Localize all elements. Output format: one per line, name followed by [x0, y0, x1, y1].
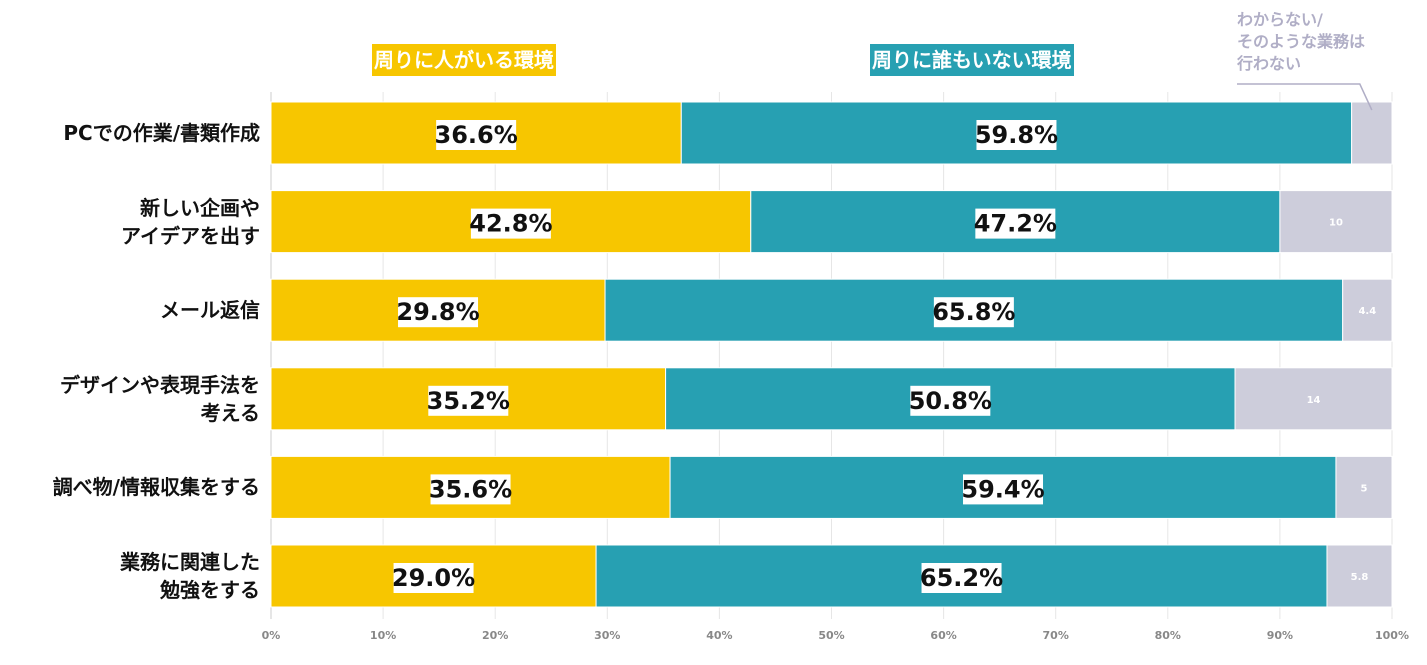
category-label-line: 調べ物/情報収集をする — [52, 475, 260, 500]
x-tick-label: 30% — [594, 629, 620, 642]
category-label: デザインや表現手法を考える — [60, 371, 260, 427]
bar-segment-unknown — [1342, 278, 1393, 342]
legend-unknown-line: 行わない — [1237, 54, 1302, 73]
data-label: 5.8 — [1351, 572, 1369, 583]
x-tick-label: 20% — [482, 629, 508, 642]
x-tick-label: 40% — [706, 629, 732, 642]
legend-unknown-leader-line — [1237, 83, 1373, 111]
bar-segment-unknown — [1351, 101, 1393, 165]
x-tick-label: 80% — [1155, 629, 1181, 642]
category-label-line: 業務に関連した — [120, 550, 260, 574]
legend-present-environment: 周りに人がいる環境 — [372, 44, 556, 76]
data-label: 4.4 — [1358, 306, 1376, 317]
data-label-background — [933, 297, 1014, 328]
x-tick-label: 0% — [262, 629, 281, 642]
bar-segment-unknown — [1335, 455, 1393, 519]
bar-segment-alone — [604, 278, 1344, 342]
data-label: 42.8% — [469, 210, 552, 238]
category-label-line: PCでの作業/書類作成 — [63, 121, 260, 145]
data-label-background — [393, 563, 474, 593]
data-label: 59.8% — [975, 121, 1058, 149]
category-label-line: デザインや表現手法を — [60, 372, 260, 397]
bar-segment-unknown — [1326, 544, 1393, 608]
category-label-line: 新しい企画や — [140, 195, 260, 220]
data-label-background — [910, 385, 991, 416]
data-label: 65.2% — [920, 564, 1003, 592]
x-tick-label: 90% — [1267, 629, 1293, 642]
data-label: 35.6% — [429, 475, 512, 503]
x-tick-label: 100% — [1375, 629, 1409, 642]
data-label: 36.6% — [435, 121, 518, 149]
data-label: 59.4% — [961, 475, 1044, 503]
bar-segment-unknown — [1234, 367, 1393, 431]
bar-segment-alone — [665, 367, 1236, 431]
legend-unknown-line: そのような業務は — [1237, 32, 1366, 51]
data-label: 65.8% — [932, 298, 1015, 326]
category-label: 調べ物/情報収集をする — [53, 473, 260, 501]
data-label: 5 — [1360, 483, 1367, 494]
bar-segment-unknown — [1279, 190, 1393, 254]
data-label-background — [963, 474, 1044, 505]
category-label-line: メール返信 — [160, 298, 260, 323]
data-label: 47.2% — [974, 210, 1057, 238]
data-label-background — [436, 120, 517, 150]
x-tick-label: 60% — [930, 629, 956, 642]
x-tick-label: 10% — [370, 629, 396, 642]
x-tick-label: 70% — [1043, 629, 1069, 642]
data-label-background — [470, 208, 551, 239]
category-label-line: 勉強をする — [160, 578, 260, 602]
data-label: 50.8% — [909, 387, 992, 415]
category-label: メール返信 — [160, 296, 260, 324]
data-label: 29.0% — [392, 564, 475, 592]
x-tick-label: 50% — [818, 629, 844, 642]
data-label: 10 — [1329, 218, 1343, 229]
category-label-line: 考える — [200, 400, 260, 425]
category-label: PCでの作業/書類作成 — [63, 119, 260, 147]
data-label: 29.8% — [396, 298, 479, 326]
legend-alone-environment: 周りに誰もいない環境 — [870, 44, 1074, 76]
category-label-line: アイデアを出す — [121, 223, 260, 248]
category-label: 新しい企画やアイデアを出す — [121, 194, 260, 250]
data-label-background — [430, 474, 511, 505]
legend-unknown-line: わからない/ — [1237, 10, 1323, 29]
category-label: 業務に関連した勉強をする — [120, 548, 260, 604]
data-label: 35.2% — [427, 387, 510, 415]
data-label-background — [398, 297, 479, 328]
data-label-background — [428, 385, 509, 416]
data-label-background — [975, 208, 1056, 239]
data-label-background — [976, 120, 1057, 150]
data-label: 14 — [1307, 395, 1321, 406]
data-label-background — [921, 563, 1002, 593]
legend-unknown: わからない/ そのような業務は 行わない — [1237, 9, 1407, 75]
